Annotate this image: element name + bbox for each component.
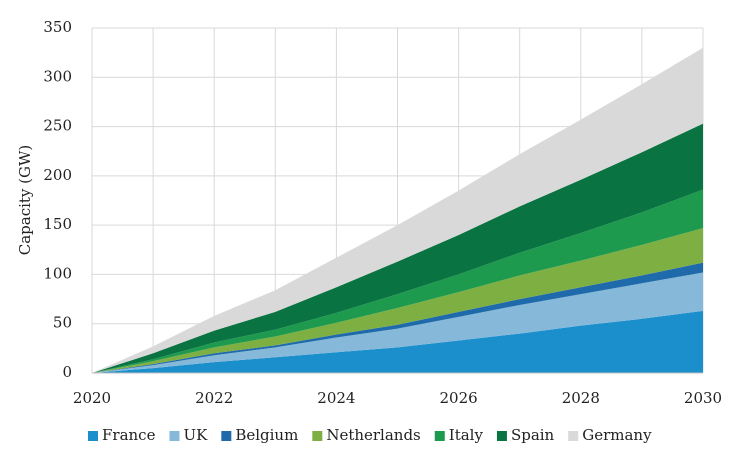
- legend-label: Belgium: [235, 426, 298, 444]
- legend-swatch: [169, 431, 180, 441]
- legend-label: UK: [183, 426, 208, 444]
- y-tick-label: 300: [43, 67, 72, 85]
- legend-label: Germany: [582, 426, 652, 444]
- y-tick-label: 100: [43, 264, 72, 282]
- y-axis-label: Capacity (GW): [16, 145, 34, 256]
- legend-label: Italy: [449, 426, 484, 444]
- legend-swatch: [312, 431, 323, 441]
- y-tick-label: 250: [43, 117, 72, 135]
- y-tick-label: 350: [43, 18, 72, 36]
- area: [92, 272, 703, 373]
- x-tick-label: 2020: [73, 389, 111, 407]
- y-tick-label: 0: [62, 363, 72, 381]
- legend: France UK Belgium Netherlands Italy Spain Germ…: [88, 426, 652, 444]
- legend-swatch: [496, 431, 507, 441]
- legend-label: Netherlands: [326, 426, 420, 444]
- x-tick-label: 2028: [562, 389, 600, 407]
- legend-swatch: [221, 431, 232, 441]
- y-tick-label: 50: [53, 314, 72, 332]
- legend-swatch: [434, 431, 445, 441]
- legend-swatch: [88, 431, 98, 441]
- y-tick-label: 200: [43, 166, 72, 184]
- legend-label: Spain: [511, 426, 555, 444]
- legend-label: France: [102, 426, 156, 444]
- x-tick-label: 2030: [684, 389, 722, 407]
- area: [92, 310, 703, 373]
- x-tick-label: 2026: [440, 389, 478, 407]
- y-tick-label: 150: [43, 215, 72, 233]
- legend-swatch: [568, 431, 579, 441]
- x-tick-label: 2024: [317, 389, 355, 407]
- x-tick-label: 2022: [195, 389, 233, 407]
